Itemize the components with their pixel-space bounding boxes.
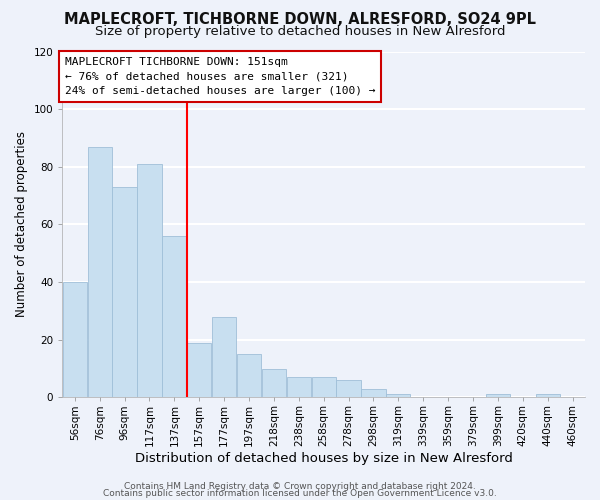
Bar — [88, 146, 112, 398]
X-axis label: Distribution of detached houses by size in New Alresford: Distribution of detached houses by size … — [135, 452, 512, 465]
Bar — [536, 394, 560, 398]
Text: Contains public sector information licensed under the Open Government Licence v3: Contains public sector information licen… — [103, 488, 497, 498]
Bar — [162, 236, 187, 398]
Bar — [112, 187, 137, 398]
Bar — [337, 380, 361, 398]
Bar — [386, 394, 410, 398]
Bar — [212, 316, 236, 398]
Bar — [137, 164, 161, 398]
Text: Contains HM Land Registry data © Crown copyright and database right 2024.: Contains HM Land Registry data © Crown c… — [124, 482, 476, 491]
Text: MAPLECROFT TICHBORNE DOWN: 151sqm
← 76% of detached houses are smaller (321)
24%: MAPLECROFT TICHBORNE DOWN: 151sqm ← 76% … — [65, 56, 376, 96]
Y-axis label: Number of detached properties: Number of detached properties — [15, 132, 28, 318]
Bar — [187, 342, 211, 398]
Bar — [262, 368, 286, 398]
Bar — [311, 377, 336, 398]
Bar — [287, 377, 311, 398]
Bar — [237, 354, 261, 398]
Bar — [486, 394, 510, 398]
Text: Size of property relative to detached houses in New Alresford: Size of property relative to detached ho… — [95, 25, 505, 38]
Text: MAPLECROFT, TICHBORNE DOWN, ALRESFORD, SO24 9PL: MAPLECROFT, TICHBORNE DOWN, ALRESFORD, S… — [64, 12, 536, 26]
Bar — [63, 282, 87, 398]
Bar — [361, 388, 386, 398]
